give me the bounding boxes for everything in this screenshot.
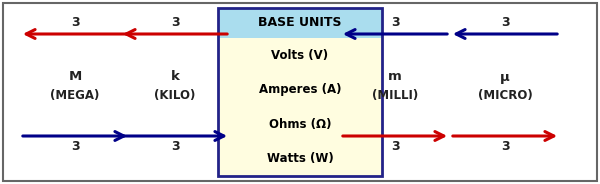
Text: (MILLI): (MILLI) — [372, 89, 418, 102]
Text: Volts (V): Volts (V) — [271, 49, 329, 62]
Text: (KILO): (KILO) — [154, 89, 196, 102]
Text: 3: 3 — [391, 141, 400, 153]
Text: 3: 3 — [500, 141, 509, 153]
Text: m: m — [388, 70, 402, 84]
Text: (MEGA): (MEGA) — [50, 89, 100, 102]
Text: 3: 3 — [71, 141, 79, 153]
Text: (MICRO): (MICRO) — [478, 89, 532, 102]
Text: 3: 3 — [391, 17, 400, 29]
Text: μ: μ — [500, 70, 510, 84]
Text: Amperes (A): Amperes (A) — [259, 83, 341, 96]
Text: k: k — [170, 70, 179, 84]
Text: BASE UNITS: BASE UNITS — [258, 17, 342, 29]
Text: 3: 3 — [170, 141, 179, 153]
Bar — [218, 8, 382, 38]
Text: 3: 3 — [170, 17, 179, 29]
Text: 3: 3 — [71, 17, 79, 29]
Text: 3: 3 — [500, 17, 509, 29]
Text: M: M — [68, 70, 82, 84]
Bar — [218, 8, 382, 176]
Bar — [218, 8, 382, 176]
Text: Watts (W): Watts (W) — [266, 152, 334, 165]
Text: Ohms (Ω): Ohms (Ω) — [269, 118, 331, 131]
